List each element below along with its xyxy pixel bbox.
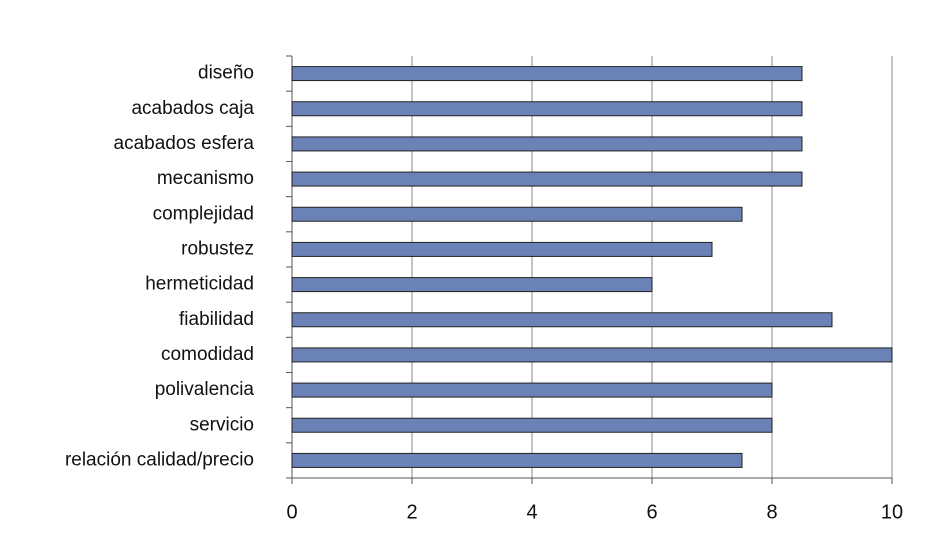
x-tick-label: 8 [766, 501, 777, 523]
bar [291, 277, 653, 293]
y-tick-label: robustez [181, 238, 254, 259]
x-tick-label: 2 [406, 501, 417, 523]
y-tick-label: relación calidad/precio [65, 449, 254, 470]
bar [291, 101, 803, 117]
bar [291, 347, 893, 363]
y-tick-label: servicio [190, 414, 254, 435]
y-tick-label: fiabilidad [179, 309, 254, 330]
x-tick-label: 0 [286, 501, 297, 523]
x-tick-label: 4 [526, 501, 537, 523]
bar [291, 241, 713, 257]
bar [291, 452, 743, 468]
x-tick-label: 10 [881, 501, 903, 523]
bar [291, 382, 773, 398]
bar [291, 312, 833, 328]
y-tick-label: polivalencia [155, 379, 255, 400]
bar [291, 171, 803, 187]
y-tick-label: complejidad [153, 203, 254, 224]
y-tick-label: hermeticidad [145, 274, 254, 295]
y-tick-label: acabados caja [131, 98, 254, 119]
bar [291, 136, 803, 152]
x-tick-label: 6 [646, 501, 657, 523]
y-tick-label: comodidad [161, 344, 254, 365]
bar [291, 66, 803, 82]
bar [291, 206, 743, 222]
y-tick-label: mecanismo [157, 168, 254, 189]
y-tick-label: acabados esfera [114, 133, 255, 154]
bar [291, 417, 773, 433]
y-tick-label: diseño [198, 63, 254, 84]
